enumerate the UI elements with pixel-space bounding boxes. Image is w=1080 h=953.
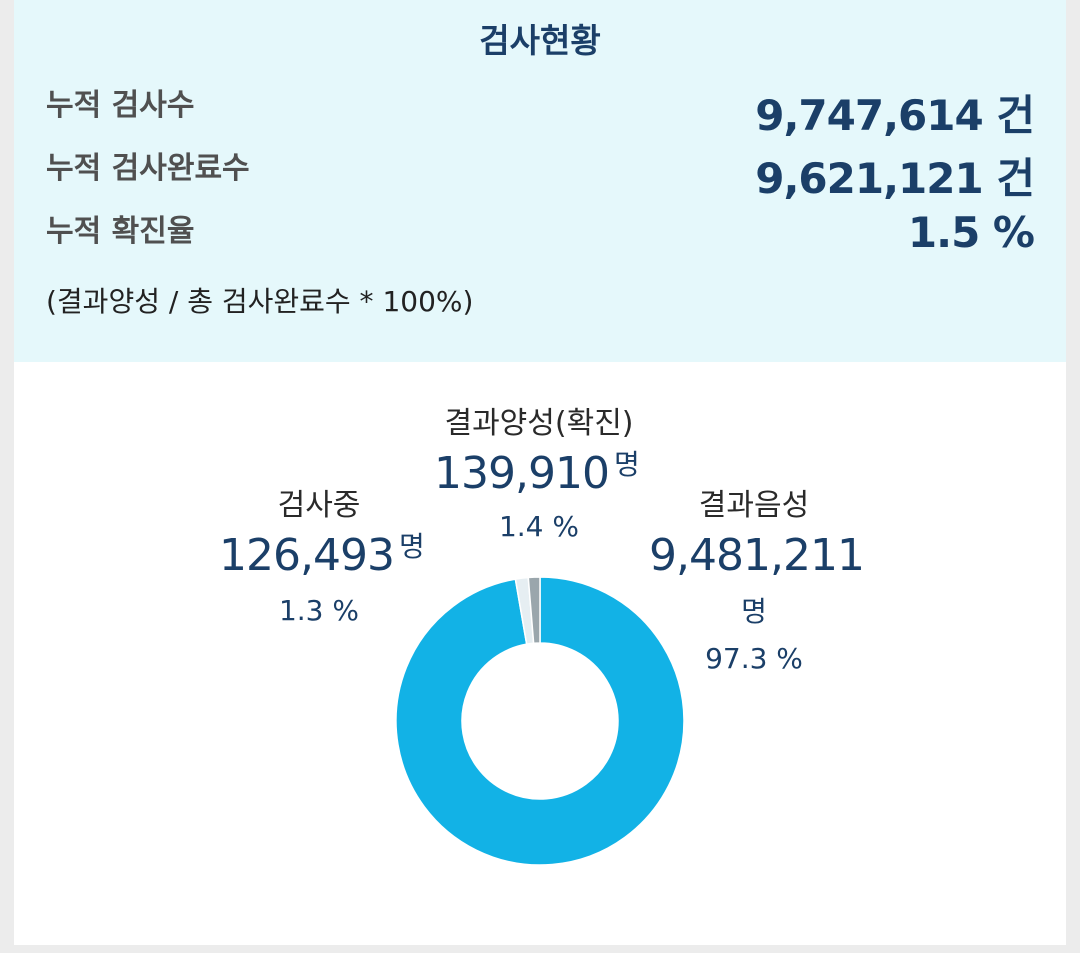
positive-category-label: 결과양성(확진) xyxy=(444,406,634,441)
positive-percent: 1.4 % xyxy=(498,510,580,543)
negative-unit: 명 xyxy=(741,595,767,628)
negative-count: 9,481,211 xyxy=(649,530,865,581)
negative-category-label: 결과음성 xyxy=(698,488,810,523)
total-tests-label: 누적 검사수 xyxy=(46,88,195,123)
donut-slice-0 xyxy=(395,576,685,866)
testing-count: 126,493 xyxy=(219,530,395,581)
donut-chart xyxy=(395,576,685,866)
testing-value-group: 126,493 명 xyxy=(219,530,439,581)
positive-label-group: 결과양성(확진) xyxy=(434,398,644,442)
completed-tests-label: 누적 검사완료수 xyxy=(46,151,250,186)
donut-slice-2 xyxy=(527,576,541,645)
summary-panel: 검사현황 누적 검사수 9,747,614 건 누적 검사완료수 9,621,1… xyxy=(14,0,1066,362)
test-status-card: 검사현황 누적 검사수 9,747,614 건 누적 검사완료수 9,621,1… xyxy=(14,0,1066,945)
completed-tests-value: 9,621,121 건 xyxy=(755,154,1035,203)
positive-count: 139,910 xyxy=(434,448,610,499)
positive-value-group: 139,910 명 xyxy=(434,448,664,499)
testing-unit: 명 xyxy=(399,530,425,563)
donut-chart-area: 결과양성(확진) 139,910 명 1.4 % 검사중 126,493 명 1… xyxy=(14,362,1066,945)
testing-percent: 1.3 % xyxy=(278,594,360,627)
rate-formula-note: (결과양성 / 총 검사완료수 * 100%) xyxy=(46,285,474,318)
testing-category-label: 검사중 xyxy=(277,488,361,523)
summary-title: 검사현황 xyxy=(479,21,601,60)
total-tests-value: 9,747,614 건 xyxy=(755,91,1035,140)
negative-percent: 97.3 % xyxy=(705,642,803,675)
confirmed-rate-label: 누적 확진율 xyxy=(46,214,195,249)
positive-unit: 명 xyxy=(614,448,640,481)
confirmed-rate-value: 1.5 % xyxy=(907,208,1035,257)
